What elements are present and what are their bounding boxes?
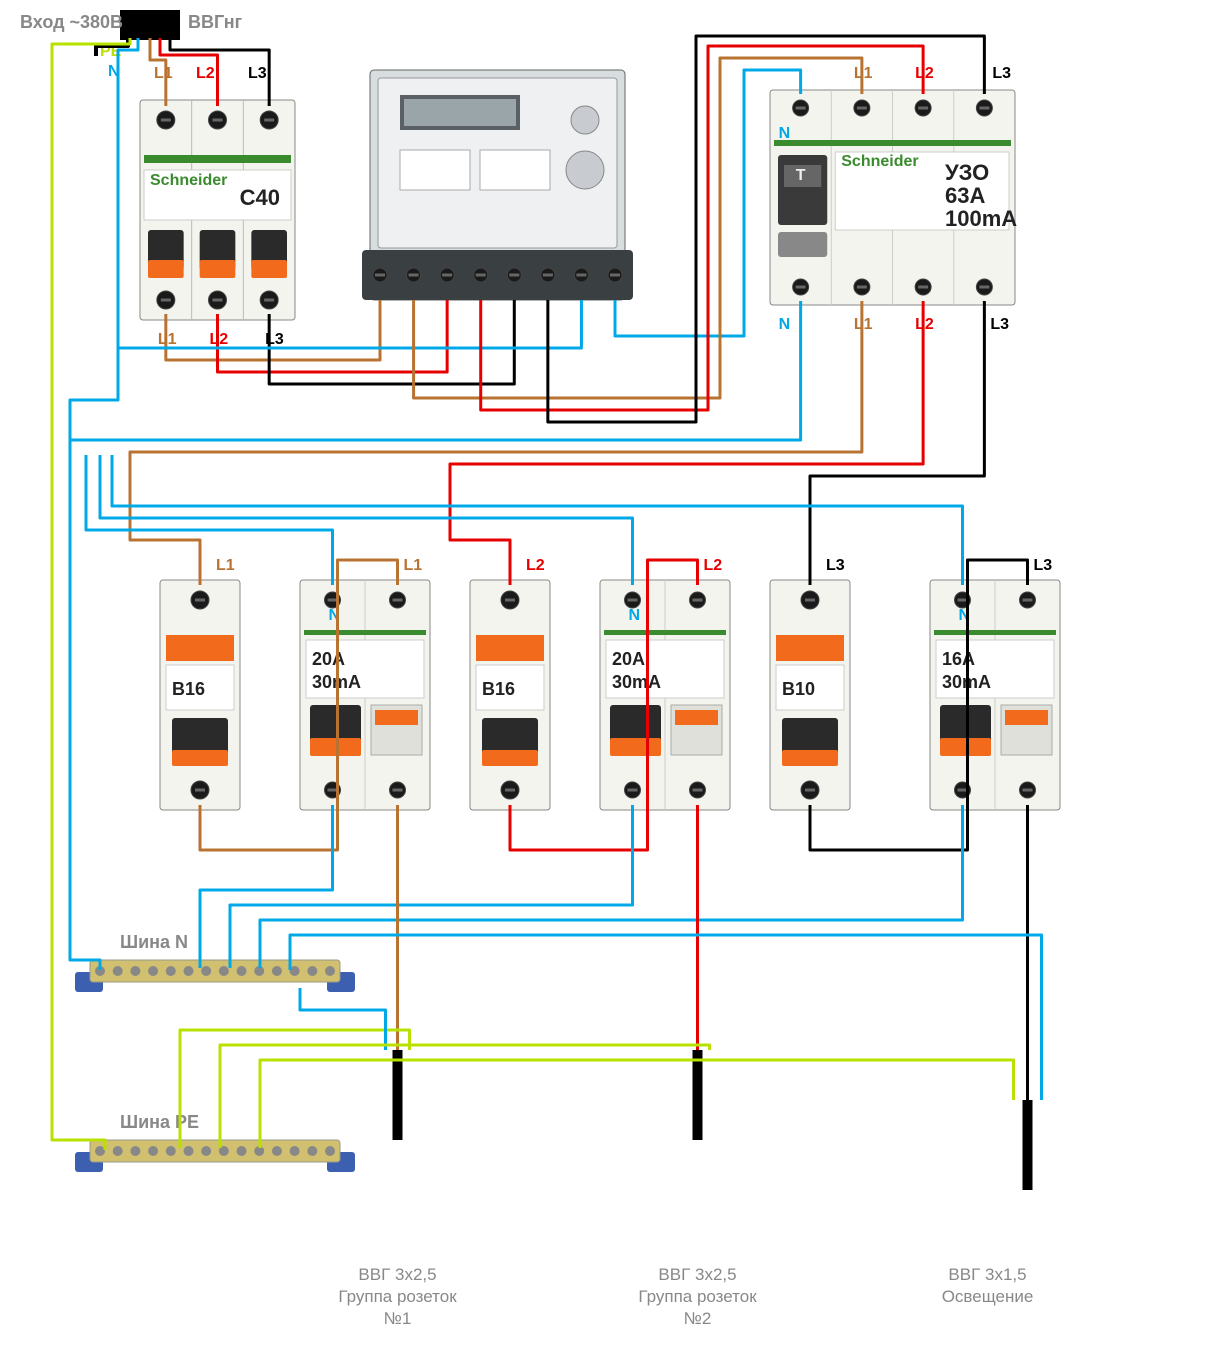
svg-text:20A: 20A — [612, 649, 645, 669]
svg-text:16A: 16A — [942, 649, 975, 669]
svg-text:Schneider: Schneider — [841, 153, 918, 170]
svg-text:№1: №1 — [384, 1309, 412, 1328]
svg-text:L1: L1 — [216, 557, 235, 574]
svg-text:L1: L1 — [854, 65, 873, 82]
svg-text:Schneider: Schneider — [150, 172, 227, 189]
svg-text:L3: L3 — [1034, 557, 1053, 574]
svg-text:Освещение: Освещение — [942, 1287, 1034, 1306]
svg-text:ВВГ 3х1,5: ВВГ 3х1,5 — [948, 1265, 1026, 1284]
svg-text:№2: №2 — [684, 1309, 712, 1328]
svg-text:L2: L2 — [704, 557, 723, 574]
svg-text:УЗО: УЗО — [945, 160, 989, 185]
svg-text:Группа розеток: Группа розеток — [338, 1287, 457, 1306]
svg-text:N: N — [779, 125, 791, 142]
svg-text:L1: L1 — [154, 65, 173, 82]
svg-text:ВВГнг: ВВГнг — [188, 12, 243, 32]
svg-text:63A: 63A — [945, 183, 985, 208]
svg-text:Вход ~380В: Вход ~380В — [20, 12, 123, 32]
svg-text:L3: L3 — [990, 316, 1009, 333]
svg-text:T: T — [796, 167, 806, 184]
svg-text:C40: C40 — [240, 185, 280, 210]
svg-text:L3: L3 — [248, 65, 267, 82]
svg-text:Шина N: Шина N — [120, 932, 188, 952]
svg-text:L3: L3 — [826, 557, 845, 574]
svg-text:N: N — [779, 316, 791, 333]
wiring-diagram: Вход ~380ВВВГнгPENL1L2L3C40SchneiderTSch… — [0, 0, 1220, 1363]
svg-text:ВВГ 3х2,5: ВВГ 3х2,5 — [358, 1265, 436, 1284]
svg-text:L2: L2 — [526, 557, 545, 574]
svg-text:30mA: 30mA — [612, 672, 661, 692]
svg-text:ВВГ 3х2,5: ВВГ 3х2,5 — [658, 1265, 736, 1284]
svg-text:L2: L2 — [196, 65, 215, 82]
svg-text:Шина PE: Шина PE — [120, 1112, 199, 1132]
svg-text:B10: B10 — [782, 679, 815, 699]
svg-text:B16: B16 — [482, 679, 515, 699]
svg-text:L1: L1 — [404, 557, 423, 574]
svg-text:100mA: 100mA — [945, 206, 1017, 231]
svg-text:L3: L3 — [992, 65, 1011, 82]
svg-text:Группа розеток: Группа розеток — [638, 1287, 757, 1306]
svg-text:N: N — [629, 607, 641, 624]
svg-text:L2: L2 — [915, 65, 934, 82]
svg-text:B16: B16 — [172, 679, 205, 699]
svg-text:20A: 20A — [312, 649, 345, 669]
